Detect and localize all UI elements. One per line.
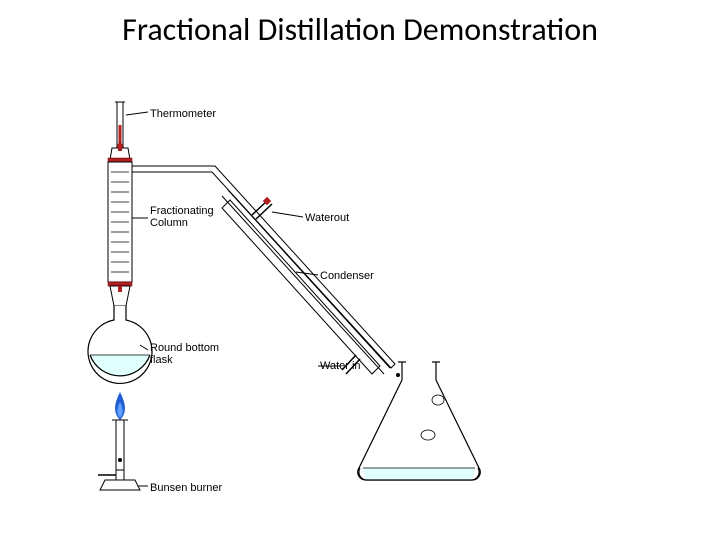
receiving-flask-icon xyxy=(358,362,481,480)
distillation-diagram: Thermometer Fractionating Column Round b… xyxy=(60,100,660,520)
label-water-out: Waterout xyxy=(305,212,349,224)
fractionating-column-icon xyxy=(108,162,148,282)
page-title: Fractional Distillation Demonstration xyxy=(0,10,720,49)
joint-lower xyxy=(108,282,132,306)
label-bunsen-burner: Bunsen burner xyxy=(150,482,222,494)
adapter-top xyxy=(108,145,132,162)
label-thermometer: Thermometer xyxy=(150,108,216,120)
label-round-bottom-flask: Round bottom flask xyxy=(150,342,219,366)
side-arm xyxy=(130,166,395,368)
thermometer-icon xyxy=(115,102,148,149)
label-fractionating-column: Fractionating Column xyxy=(150,205,214,229)
round-bottom-flask-icon xyxy=(88,306,152,383)
diagram-svg xyxy=(60,100,660,520)
label-condenser: Condenser xyxy=(320,270,374,282)
label-water-in: Water in xyxy=(320,360,361,372)
bunsen-burner-icon xyxy=(98,392,148,490)
